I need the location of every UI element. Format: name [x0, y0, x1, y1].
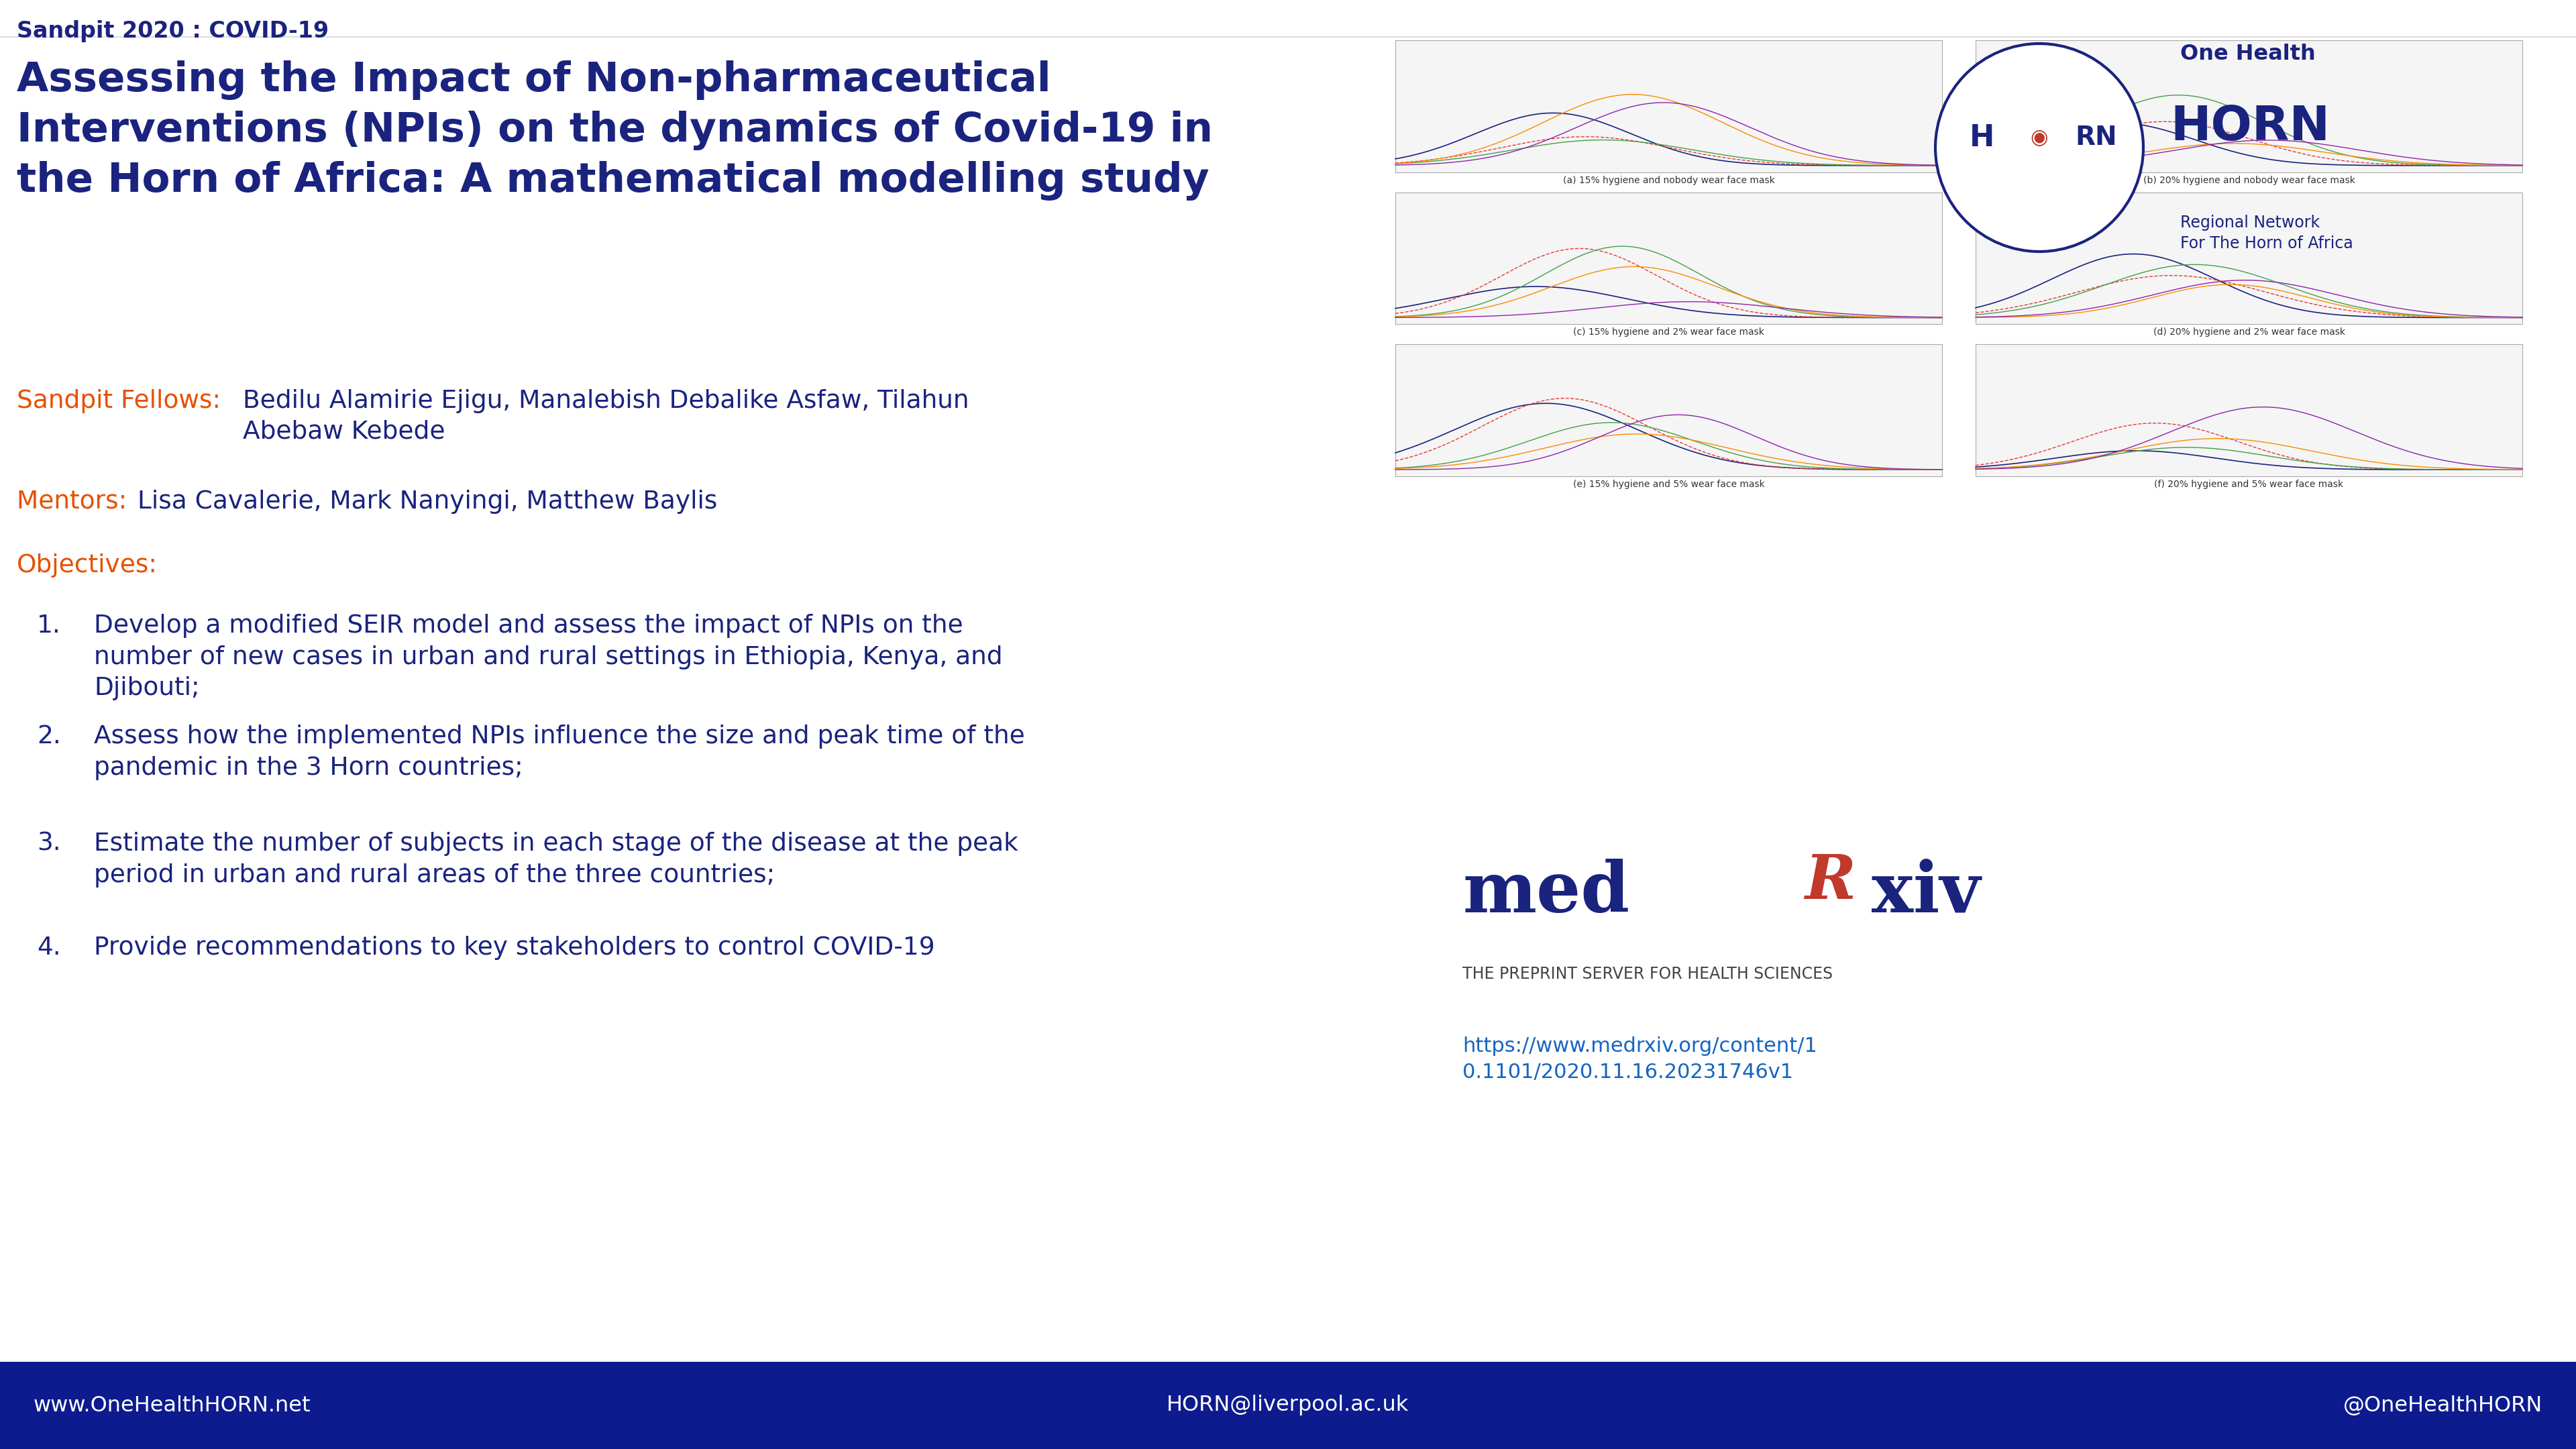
Text: Regional Network
For The Horn of Africa: Regional Network For The Horn of Africa [2179, 214, 2352, 252]
Text: ◉: ◉ [2030, 128, 2048, 148]
Text: HORN@liverpool.ac.uk: HORN@liverpool.ac.uk [1167, 1395, 1409, 1416]
Bar [1976, 41, 2522, 172]
Text: Lisa Cavalerie, Mark Nanyingi, Matthew Baylis: Lisa Cavalerie, Mark Nanyingi, Matthew B… [137, 490, 716, 514]
Text: R: R [1806, 852, 1855, 911]
Text: @OneHealthHORN: @OneHealthHORN [2344, 1395, 2543, 1416]
Text: RN: RN [2076, 125, 2117, 151]
Text: Sandpit Fellows:: Sandpit Fellows: [18, 390, 229, 413]
Text: Assessing the Impact of Non-pharmaceutical
Interventions (NPIs) on the dynamics : Assessing the Impact of Non-pharmaceutic… [18, 61, 1213, 201]
Bar [1976, 345, 2522, 477]
Text: (b) 20% hygiene and nobody wear face mask: (b) 20% hygiene and nobody wear face mas… [2143, 175, 2354, 185]
Circle shape [1935, 43, 2143, 252]
Text: THE PREPRINT SERVER FOR HEALTH SCIENCES: THE PREPRINT SERVER FOR HEALTH SCIENCES [1463, 966, 1832, 982]
Text: www.OneHealthHORN.net: www.OneHealthHORN.net [33, 1395, 312, 1416]
Text: HORN: HORN [2169, 104, 2329, 151]
Text: https://www.medrxiv.org/content/1
0.1101/2020.11.16.20231746v1: https://www.medrxiv.org/content/1 0.1101… [1463, 1036, 1816, 1082]
Text: 3.: 3. [36, 832, 62, 856]
Bar [1396, 345, 1942, 477]
Text: 1.: 1. [36, 614, 62, 638]
Text: Estimate the number of subjects in each stage of the disease at the peak
period : Estimate the number of subjects in each … [93, 832, 1018, 887]
Text: (f) 20% hygiene and 5% wear face mask: (f) 20% hygiene and 5% wear face mask [2154, 480, 2344, 490]
Text: Develop a modified SEIR model and assess the impact of NPIs on the
number of new: Develop a modified SEIR model and assess… [93, 614, 1002, 700]
Text: Provide recommendations to key stakeholders to control COVID-19: Provide recommendations to key stakehold… [93, 936, 935, 959]
Text: Assess how the implemented NPIs influence the size and peak time of the
pandemic: Assess how the implemented NPIs influenc… [93, 724, 1025, 780]
Text: 4.: 4. [36, 936, 62, 959]
Text: Mentors:: Mentors: [18, 490, 134, 514]
Bar [1396, 41, 1942, 172]
Bar [1396, 193, 1942, 325]
Bar [1976, 193, 2522, 325]
Text: xiv: xiv [1873, 859, 1981, 927]
Text: (d) 20% hygiene and 2% wear face mask: (d) 20% hygiene and 2% wear face mask [2154, 327, 2344, 338]
Text: 2.: 2. [36, 724, 62, 749]
Bar [0, 1362, 2576, 1449]
Text: med: med [1463, 859, 1631, 927]
Text: Bedilu Alamirie Ejigu, Manalebish Debalike Asfaw, Tilahun
Abebaw Kebede: Bedilu Alamirie Ejigu, Manalebish Debali… [242, 390, 969, 443]
Text: One Health: One Health [2179, 43, 2316, 64]
Text: (a) 15% hygiene and nobody wear face mask: (a) 15% hygiene and nobody wear face mas… [1564, 175, 1775, 185]
Text: (e) 15% hygiene and 5% wear face mask: (e) 15% hygiene and 5% wear face mask [1574, 480, 1765, 490]
Text: Sandpit 2020 : COVID-19: Sandpit 2020 : COVID-19 [18, 20, 330, 42]
Text: H: H [1971, 123, 1994, 152]
Text: Objectives:: Objectives: [18, 554, 157, 578]
Text: (c) 15% hygiene and 2% wear face mask: (c) 15% hygiene and 2% wear face mask [1574, 327, 1765, 338]
